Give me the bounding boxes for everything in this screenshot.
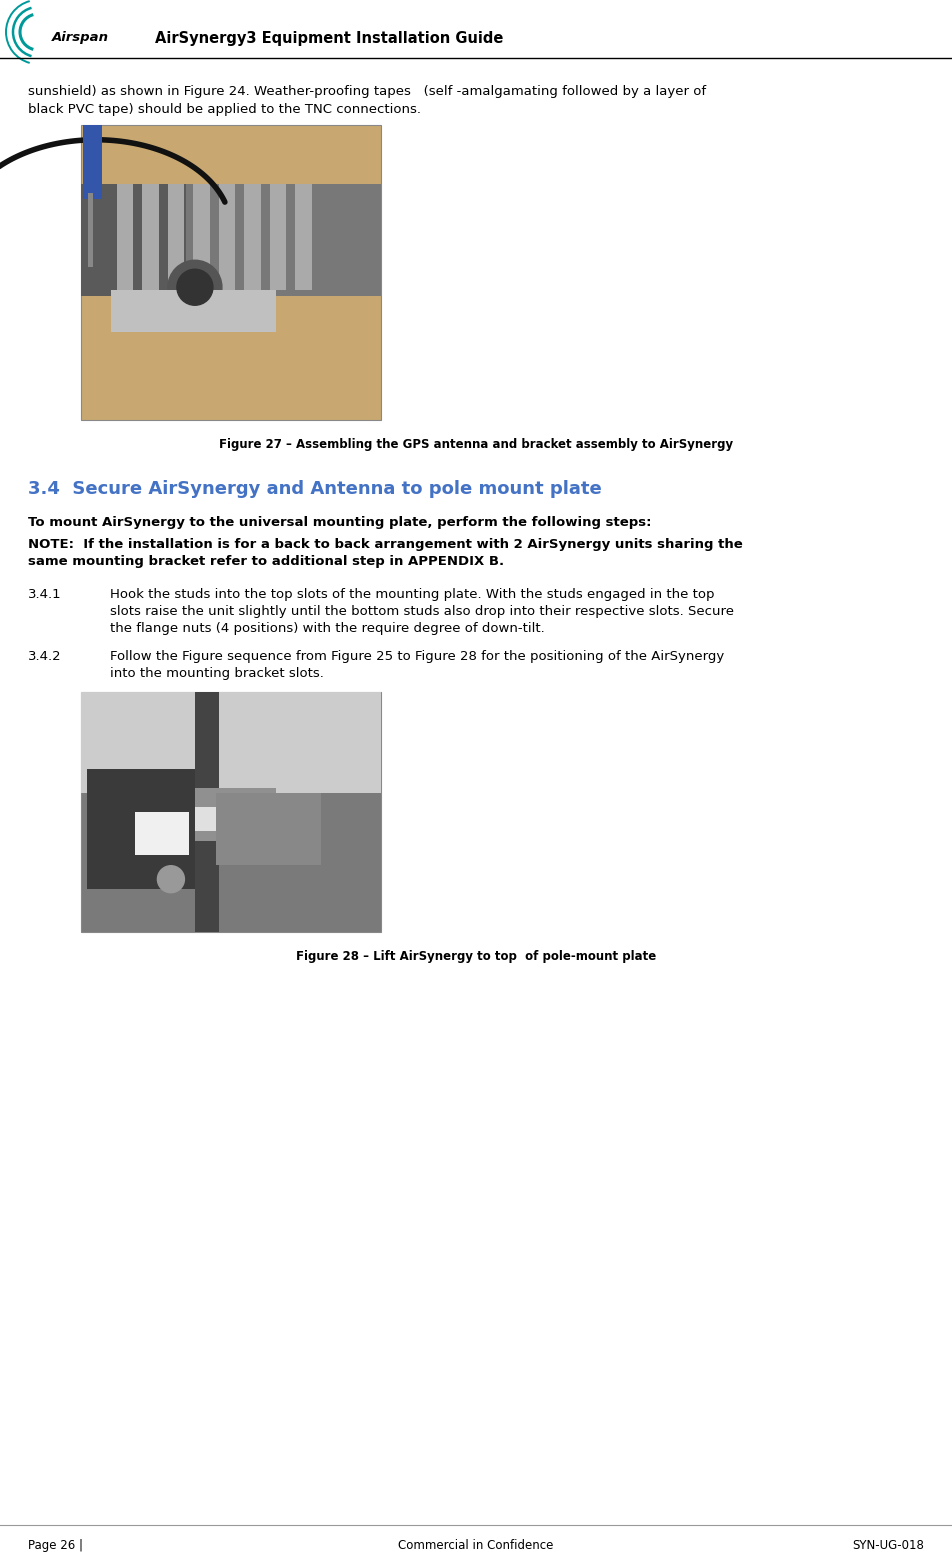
Text: black PVC tape) should be applied to the TNC connections.: black PVC tape) should be applied to the… — [28, 103, 421, 116]
Bar — [87, 769, 195, 889]
Bar — [143, 184, 159, 291]
Text: Airspan: Airspan — [52, 31, 109, 44]
Text: NOTE:  If the installation is for a back to back arrangement with 2 AirSynergy u: NOTE: If the installation is for a back … — [28, 538, 743, 552]
Circle shape — [168, 261, 222, 314]
Bar — [195, 692, 219, 932]
Text: Page 26 |: Page 26 | — [28, 1540, 83, 1552]
Text: Hook the studs into the top slots of the mounting plate. With the studs engaged : Hook the studs into the top slots of the… — [110, 588, 715, 602]
Text: Commercial in Confidence: Commercial in Confidence — [398, 1540, 554, 1552]
Text: Figure 27 – Assembling the GPS antenna and bracket assembly to AirSynergy: Figure 27 – Assembling the GPS antenna a… — [219, 438, 733, 452]
Text: 3.4.1: 3.4.1 — [28, 588, 62, 602]
Bar — [111, 291, 276, 331]
Bar — [83, 125, 103, 199]
Text: 3.4  Secure AirSynergy and Antenna to pole mount plate: 3.4 Secure AirSynergy and Antenna to pol… — [28, 480, 602, 499]
Bar — [295, 184, 312, 291]
Text: To mount AirSynergy to the universal mounting plate, perform the following steps: To mount AirSynergy to the universal mou… — [28, 516, 651, 528]
Text: 3.4.2: 3.4.2 — [28, 650, 62, 663]
Text: SYN-UG-018: SYN-UG-018 — [852, 1540, 924, 1552]
Text: the flange nuts (4 positions) with the require degree of down-tilt.: the flange nuts (4 positions) with the r… — [110, 622, 545, 635]
Bar — [81, 125, 381, 420]
Bar — [81, 184, 381, 295]
Bar — [168, 184, 185, 291]
Text: AirSynergy3 Equipment Installation Guide: AirSynergy3 Equipment Installation Guide — [155, 31, 504, 45]
Bar — [186, 184, 381, 295]
Bar — [81, 692, 381, 932]
Circle shape — [157, 866, 185, 892]
Bar — [117, 184, 133, 291]
Bar — [219, 184, 235, 291]
Bar — [81, 692, 381, 792]
Text: into the mounting bracket slots.: into the mounting bracket slots. — [110, 667, 324, 680]
Bar — [193, 184, 210, 291]
Bar — [89, 192, 93, 267]
Bar — [270, 184, 287, 291]
Text: Follow the Figure sequence from Figure 25 to Figure 28 for the positioning of th: Follow the Figure sequence from Figure 2… — [110, 650, 724, 663]
Bar — [135, 813, 188, 855]
Text: same mounting bracket refer to additional step in APPENDIX B.: same mounting bracket refer to additiona… — [28, 555, 505, 567]
Bar — [245, 184, 261, 291]
Bar — [216, 792, 321, 864]
Bar — [111, 788, 276, 841]
Bar — [117, 807, 267, 832]
Text: slots raise the unit slightly until the bottom studs also drop into their respec: slots raise the unit slightly until the … — [110, 605, 734, 617]
Text: Figure 28 – Lift AirSynergy to top  of pole-mount plate: Figure 28 – Lift AirSynergy to top of po… — [296, 950, 656, 963]
Text: sunshield) as shown in Figure 24. Weather-proofing tapes   (self -amalgamating f: sunshield) as shown in Figure 24. Weathe… — [28, 84, 706, 98]
Circle shape — [177, 269, 213, 305]
